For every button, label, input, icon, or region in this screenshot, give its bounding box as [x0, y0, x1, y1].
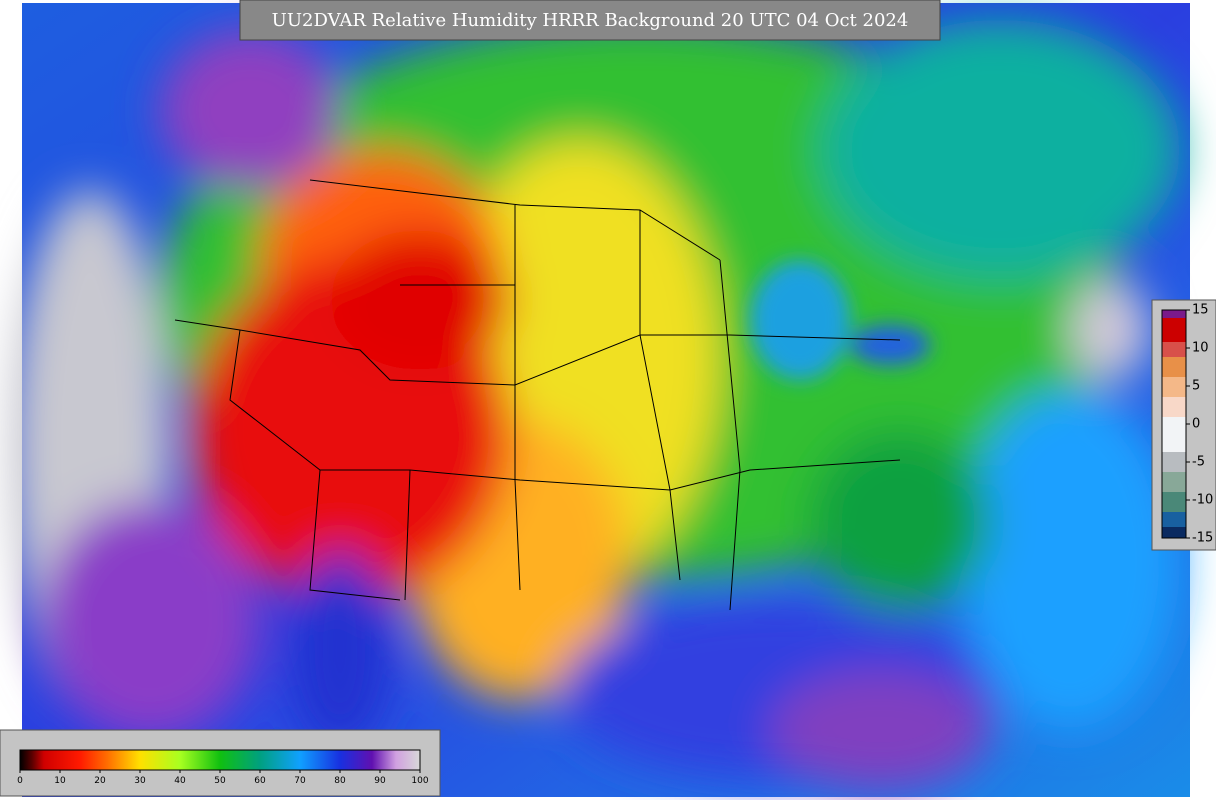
tick-label: 80: [334, 776, 346, 786]
tick-label: 70: [294, 776, 306, 786]
tick-label: 0: [17, 776, 23, 786]
tick-label: 50: [214, 776, 226, 786]
colorbar-right: 15 10 5 0 -5 -10 -15: [1151, 299, 1216, 551]
tick-label: 10: [54, 776, 66, 786]
title-box: UU2DVAR Relative Humidity HRRR Backgroun…: [239, 0, 941, 41]
tick-label: 60: [254, 776, 266, 786]
lakes: [750, 260, 930, 380]
map-area: [10, 3, 1190, 797]
colorbar-bottom-bar: [19, 749, 421, 771]
tick-label: 30: [134, 776, 146, 786]
tick-label: 20: [94, 776, 106, 786]
tick-label: 90: [374, 776, 386, 786]
map-title: UU2DVAR Relative Humidity HRRR Backgroun…: [272, 10, 909, 31]
tick-label: 5: [1192, 379, 1200, 394]
tick-label: 0: [1192, 417, 1200, 432]
tick-label: 15: [1192, 303, 1209, 318]
title-background: [239, 0, 941, 41]
colorbar-bottom-ticks: 0 10 20 30 40 50 60 70 80 90 100: [17, 770, 429, 786]
tick-label: -5: [1192, 455, 1205, 470]
colorbar-bottom: 0 10 20 30 40 50 60 70 80 90 100: [0, 729, 441, 797]
tick-label: -15: [1192, 531, 1213, 546]
tick-label: -10: [1192, 493, 1213, 508]
tick-label: 10: [1192, 341, 1209, 356]
tick-label: 100: [411, 776, 428, 786]
tick-label: 40: [174, 776, 186, 786]
colorbar-right-ticks: 15 10 5 0 -5 -10 -15: [1186, 303, 1213, 546]
state-borders: [174, 179, 901, 611]
colorbar-right-bar: [1161, 309, 1187, 539]
